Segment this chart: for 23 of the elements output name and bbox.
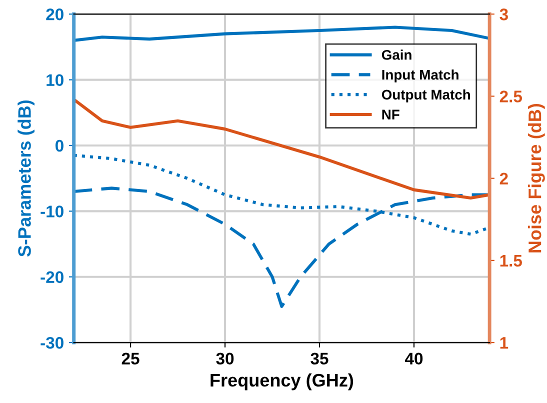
x-tick-label: 30 (216, 352, 234, 365)
line-series (74, 26, 490, 42)
x-axis-title: Frequency (GHz) (210, 373, 354, 390)
y-tick-label: -20 (40, 271, 64, 284)
y2-tick-label: 3 (500, 8, 508, 20)
y2-tick-label: 2 (500, 172, 508, 184)
legend-label: Input Match (382, 69, 458, 82)
y-tick-label: -30 (40, 336, 64, 349)
y-tick-label: 20 (46, 8, 64, 20)
y-tick-label: 0 (56, 140, 64, 152)
x-tick-label: 40 (404, 352, 423, 365)
y-tick-label: -10 (40, 206, 64, 218)
y2-tick-label: 2.5 (500, 90, 522, 102)
y2-tick-label: 1.5 (500, 255, 522, 267)
y2-tick-label: 1 (500, 337, 508, 349)
y-axis-title: S-Parameters (dB) (18, 100, 34, 257)
legend-label: Output Match (382, 89, 470, 102)
y2-axis-title: Noise Figure (dB) (528, 104, 545, 252)
x-tick-label: 25 (122, 352, 140, 365)
x-tick-label: 35 (310, 352, 328, 365)
legend-label: Gain (382, 50, 412, 60)
legend-label: NF (382, 110, 400, 120)
y-tick-label: 10 (46, 74, 64, 86)
